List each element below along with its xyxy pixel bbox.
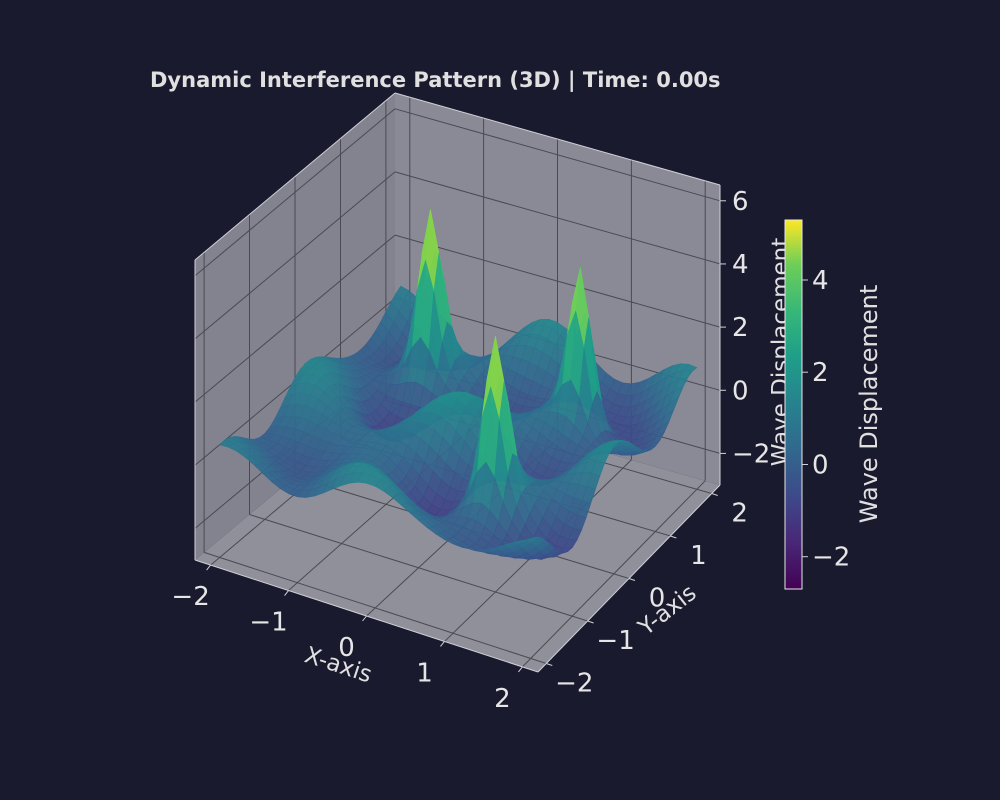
x-tick-mark	[284, 590, 289, 596]
y-tick-label: −1	[596, 626, 634, 656]
grid-line-z	[394, 108, 721, 202]
x-tick-label: −1	[249, 608, 287, 638]
z-tick-label: 6	[732, 187, 749, 217]
y-tick-mark	[546, 663, 553, 666]
x-tick-mark	[362, 615, 367, 622]
z-tick-label: −2	[732, 439, 770, 469]
z-tick-label: 0	[732, 376, 749, 406]
grid-line-y	[249, 514, 588, 622]
y-tick-mark	[711, 493, 718, 496]
x-tick-label: 1	[416, 659, 433, 689]
y-tick-label: −2	[555, 669, 593, 699]
surface-mesh	[218, 209, 698, 560]
x-tick-label: −2	[171, 582, 209, 612]
pane-edge	[394, 92, 721, 186]
x-tick-mark	[440, 641, 445, 647]
y-tick-mark	[628, 578, 636, 581]
colorbar: −2 0 2 4 Wave Displacement	[784, 219, 883, 590]
y-tick-mark	[587, 620, 594, 624]
y-tick-label: 2	[731, 499, 748, 529]
colorbar-tick-label: −2	[812, 543, 850, 573]
x-tick-mark	[206, 564, 211, 571]
z-tick-label: 4	[732, 250, 749, 280]
colorbar-tick-label: 2	[812, 358, 829, 388]
colorbar-label: Wave Displacement	[855, 285, 883, 524]
grid-line-z	[194, 108, 396, 277]
surface-patch	[522, 536, 536, 541]
grid-line-z	[394, 234, 721, 328]
colorbar-gradient	[784, 219, 803, 590]
grid-line-z	[194, 171, 396, 340]
y-tick-mark	[670, 535, 677, 539]
colorbar-tick-label: 0	[812, 451, 829, 481]
grid-line-y	[203, 551, 547, 664]
x-tick-label: 0	[338, 633, 355, 663]
z-tick-label: 2	[732, 313, 749, 343]
y-tick-label: 0	[649, 584, 666, 614]
x-tick-label: 2	[494, 684, 511, 714]
y-tick-label: 1	[690, 541, 707, 571]
grid-line-z	[194, 234, 396, 403]
y-axis-label: Y-axis	[633, 580, 702, 642]
colorbar-tick-label: 4	[812, 266, 829, 296]
grid-line-z	[394, 171, 721, 265]
x-tick-mark	[518, 666, 523, 673]
chart-title: Dynamic Interference Pattern (3D) | Time…	[150, 68, 721, 92]
pane-edge	[194, 92, 396, 261]
